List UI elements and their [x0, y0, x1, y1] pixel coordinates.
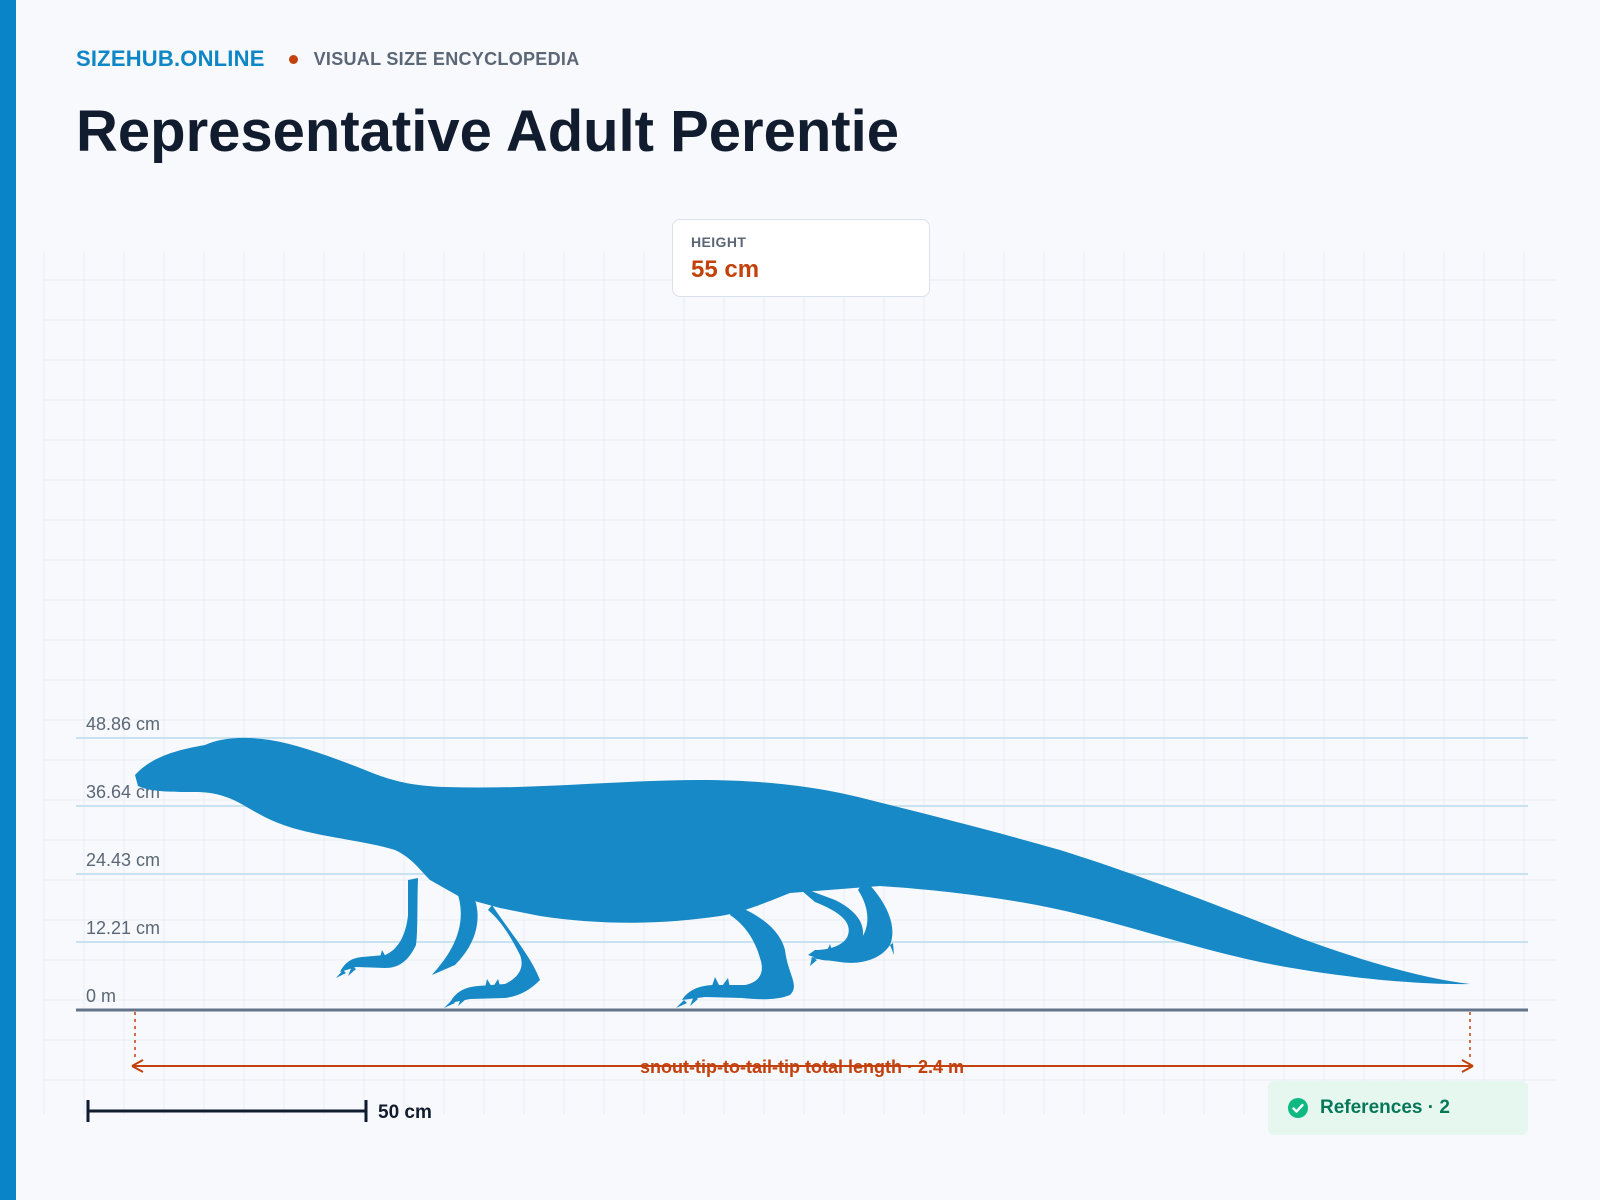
arrow-left-icon	[131, 1059, 144, 1073]
tick-label: 24.43 cm	[86, 850, 160, 870]
accent-bar	[0, 0, 16, 1200]
site-brand[interactable]: SIZEHUB.ONLINE	[76, 46, 265, 71]
references-badge[interactable]: References · 2	[1268, 1081, 1528, 1135]
height-value: 55 cm	[691, 256, 760, 283]
site-tagline: VISUAL SIZE ENCYCLOPEDIA	[313, 48, 580, 69]
arrow-right-icon	[1461, 1059, 1474, 1073]
site-header: SIZEHUB.ONLINE VISUAL SIZE ENCYCLOPEDIA	[76, 46, 580, 72]
length-label: snout-tip-to-tail-tip total length · 2.4…	[640, 1057, 964, 1077]
check-circle-icon	[1288, 1098, 1308, 1118]
height-label: HEIGHT	[691, 234, 747, 250]
tick-label: 48.86 cm	[86, 714, 160, 734]
page-title: Representative Adult Perentie	[76, 99, 899, 164]
height-card: HEIGHT 55 cm	[672, 219, 930, 297]
tick-label: 12.21 cm	[86, 918, 160, 938]
length-annotation: snout-tip-to-tail-tip total length · 2.4…	[131, 1012, 1474, 1077]
separator-dot-icon	[288, 54, 298, 64]
references-label: References · 2	[1320, 1097, 1450, 1118]
perentie-silhouette	[135, 737, 1470, 1008]
background-grid	[43, 252, 1556, 1115]
scale-bar-label: 50 cm	[378, 1102, 432, 1123]
tick-label: 0 m	[86, 986, 116, 1006]
scale-bar: 50 cm	[86, 1100, 432, 1123]
